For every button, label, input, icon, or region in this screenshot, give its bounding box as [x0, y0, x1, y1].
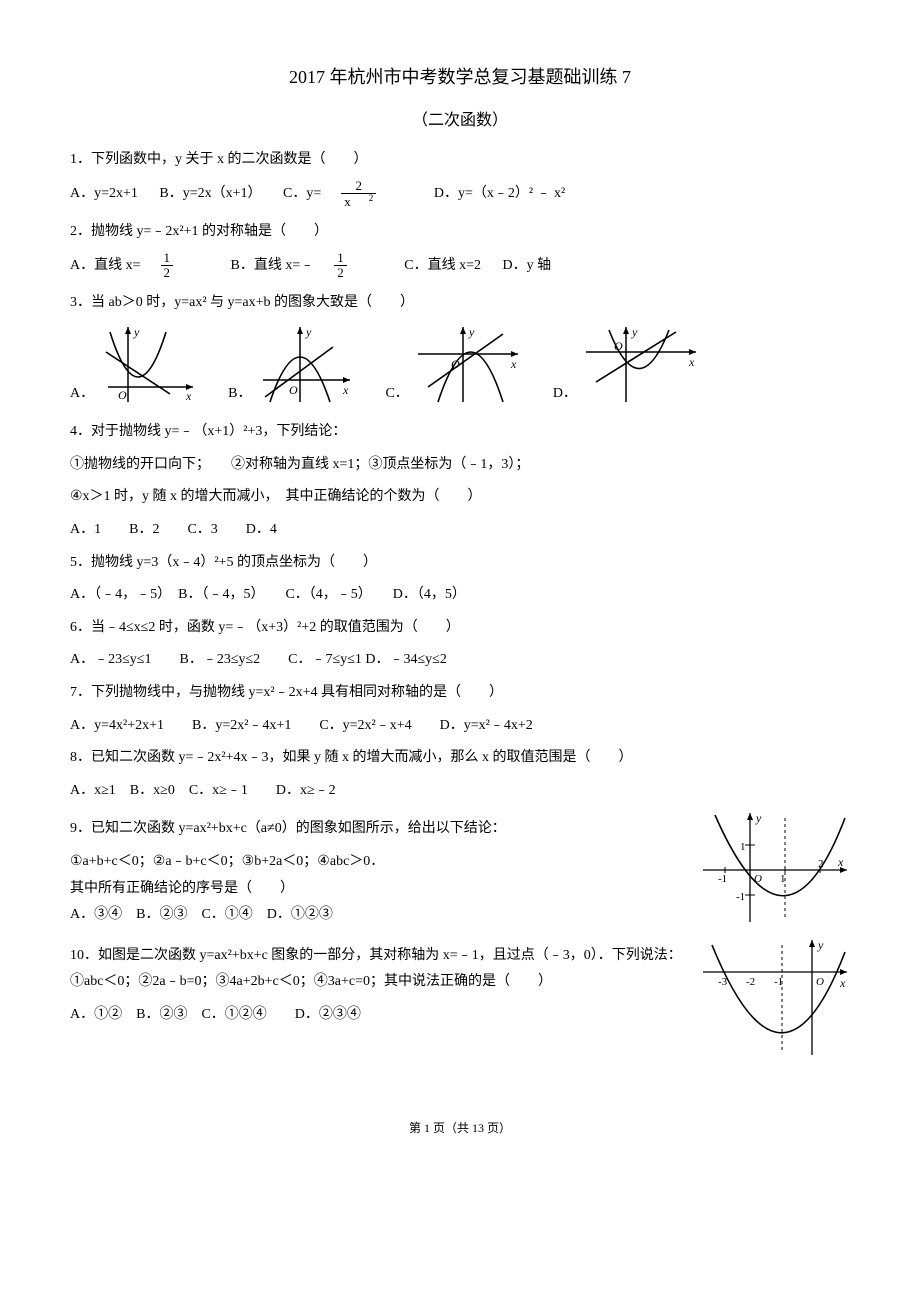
question-1: 1．下列函数中，y 关于 x 的二次函数是（ ）	[70, 147, 850, 174]
q3-graph-b: y x O	[255, 322, 355, 407]
q3-graph-d: y x O	[581, 322, 701, 407]
question-3-graphs: A． y x O B． y x O C．	[70, 322, 850, 407]
question-10: 10．如图是二次函数 y=ax²+bx+c 图象的一部分，其对称轴为 x=﹣1，…	[70, 943, 688, 996]
q2-a-pre: A．直线 x=	[70, 258, 141, 273]
q1-opt-a: A．y=2x+1	[70, 186, 138, 201]
question-9-opts: A．③④ B．②③ C．①④ D．①②③	[70, 902, 688, 929]
question-6-opts: A．﹣23≤y≤1 B．﹣23≤y≤2 C．﹣7≤y≤1 D．﹣34≤y≤2	[70, 647, 850, 674]
svg-text:y: y	[133, 325, 140, 339]
svg-text:-1: -1	[736, 891, 745, 903]
question-2: 2．抛物线 y=﹣2x²+1 的对称轴是（ ）	[70, 219, 850, 246]
question-7: 7．下列抛物线中，与抛物线 y=x²﹣2x+4 具有相同对称轴的是（ ）	[70, 680, 850, 707]
q2-b-den: 2	[334, 266, 347, 280]
question-9-l2: 其中所有正确结论的序号是（ ）	[70, 876, 688, 903]
question-7-opts: A．y=4x²+2x+1 B．y=2x²﹣4x+1 C．y=2x²﹣x+4 D．…	[70, 713, 850, 740]
svg-text:O: O	[118, 388, 127, 402]
question-9-l1: ①a+b+c＜0；②a﹣b+c＜0；③b+2a＜0；④abc＞0．	[70, 849, 688, 876]
question-8: 8．已知二次函数 y=﹣2x²+4x﹣3，如果 y 随 x 的增大而减小，那么 …	[70, 745, 850, 772]
q1-opt-c: C．y=2x2	[283, 186, 416, 201]
question-1-opts: A．y=2x+1 B．y=2x（x+1） C．y=2x2 D．y=（x﹣2）² …	[70, 179, 850, 209]
svg-text:x: x	[839, 976, 846, 990]
q3-graph-c: y x O	[413, 322, 523, 407]
svg-text:x: x	[688, 355, 695, 369]
q3-opt-c-label: C．	[385, 381, 408, 408]
question-4-opts: A．1 B．2 C．3 D．4	[70, 517, 850, 544]
q10-graph: y x O -3 -2 -1	[700, 937, 850, 1057]
question-8-opts: A．x≥1 B．x≥0 C．x≥﹣1 D．x≥﹣2	[70, 778, 850, 805]
question-4-l1: ①抛物线的开口向下； ②对称轴为直线 x=1；③顶点坐标为（﹣1，3）；	[70, 452, 850, 479]
question-6: 6．当﹣4≤x≤2 时，函数 y=﹣（x+3）²+2 的取值范围为（ ）	[70, 615, 850, 642]
q1-c-den: x2	[341, 194, 376, 209]
q2-opt-d: D．y 轴	[502, 258, 551, 273]
question-3: 3．当 ab＞0 时，y=ax² 与 y=ax+b 的图象大致是（ ）	[70, 290, 850, 317]
svg-text:y: y	[817, 938, 824, 952]
question-4: 4．对于抛物线 y=﹣（x+1）²+3，下列结论：	[70, 419, 850, 446]
svg-text:1: 1	[740, 841, 746, 853]
svg-text:-1: -1	[718, 873, 727, 885]
q3-graph-a: y x O	[98, 322, 198, 407]
page-title: 2017 年杭州市中考数学总复习基题础训练 7	[70, 60, 850, 94]
question-9: 9．已知二次函数 y=ax²+bx+c（a≠0）的图象如图所示，给出以下结论：	[70, 816, 688, 843]
svg-text:y: y	[468, 325, 475, 339]
q2-opt-c: C．直线 x=2	[404, 258, 481, 273]
svg-text:x: x	[510, 357, 517, 371]
svg-text:x: x	[837, 855, 844, 869]
q1-opt-d: D．y=（x﹣2）² ﹣ x²	[434, 186, 565, 201]
q1-opt-b: B．y=2x（x+1）	[159, 186, 261, 201]
q3-opt-a-label: A．	[70, 381, 94, 408]
svg-text:x: x	[342, 383, 349, 397]
q2-opt-b: B．直线 x=﹣12	[231, 258, 387, 273]
svg-text:y: y	[305, 325, 312, 339]
question-4-l2: ④x＞1 时，y 随 x 的增大而减小， 其中正确结论的个数为（ ）	[70, 484, 850, 511]
q9-graph: y x O -1 1 2 1 -1	[700, 810, 850, 925]
svg-text:-2: -2	[746, 976, 755, 988]
svg-text:y: y	[631, 325, 638, 339]
q2-b-num: 1	[334, 251, 347, 266]
svg-text:y: y	[755, 811, 762, 825]
q1-c-pre: C．y=	[283, 186, 321, 201]
question-5-opts: A．（﹣4，﹣5） B．（﹣4，5） C．（4，﹣5） D．（4，5）	[70, 582, 850, 609]
q2-a-den: 2	[161, 266, 174, 280]
page-footer: 第 1 页（共 13 页）	[70, 1117, 850, 1140]
q3-opt-b-label: B．	[228, 381, 251, 408]
q3-opt-d-label: D．	[553, 381, 577, 408]
question-2-opts: A．直线 x=12 B．直线 x=﹣12 C．直线 x=2 D．y 轴	[70, 251, 850, 279]
q2-opt-a: A．直线 x=12	[70, 258, 213, 273]
question-10-opts: A．①② B．②③ C．①②④ D．②③④	[70, 1002, 688, 1029]
svg-text:O: O	[816, 976, 824, 988]
q2-a-num: 1	[161, 251, 174, 266]
q2-b-pre: B．直线 x=﹣	[231, 258, 315, 273]
page-subtitle: （二次函数）	[70, 106, 850, 136]
q1-c-num: 2	[341, 179, 376, 194]
question-5: 5．抛物线 y=3（x﹣4）²+5 的顶点坐标为（ ）	[70, 550, 850, 577]
svg-text:x: x	[185, 389, 192, 403]
svg-text:O: O	[289, 383, 298, 397]
